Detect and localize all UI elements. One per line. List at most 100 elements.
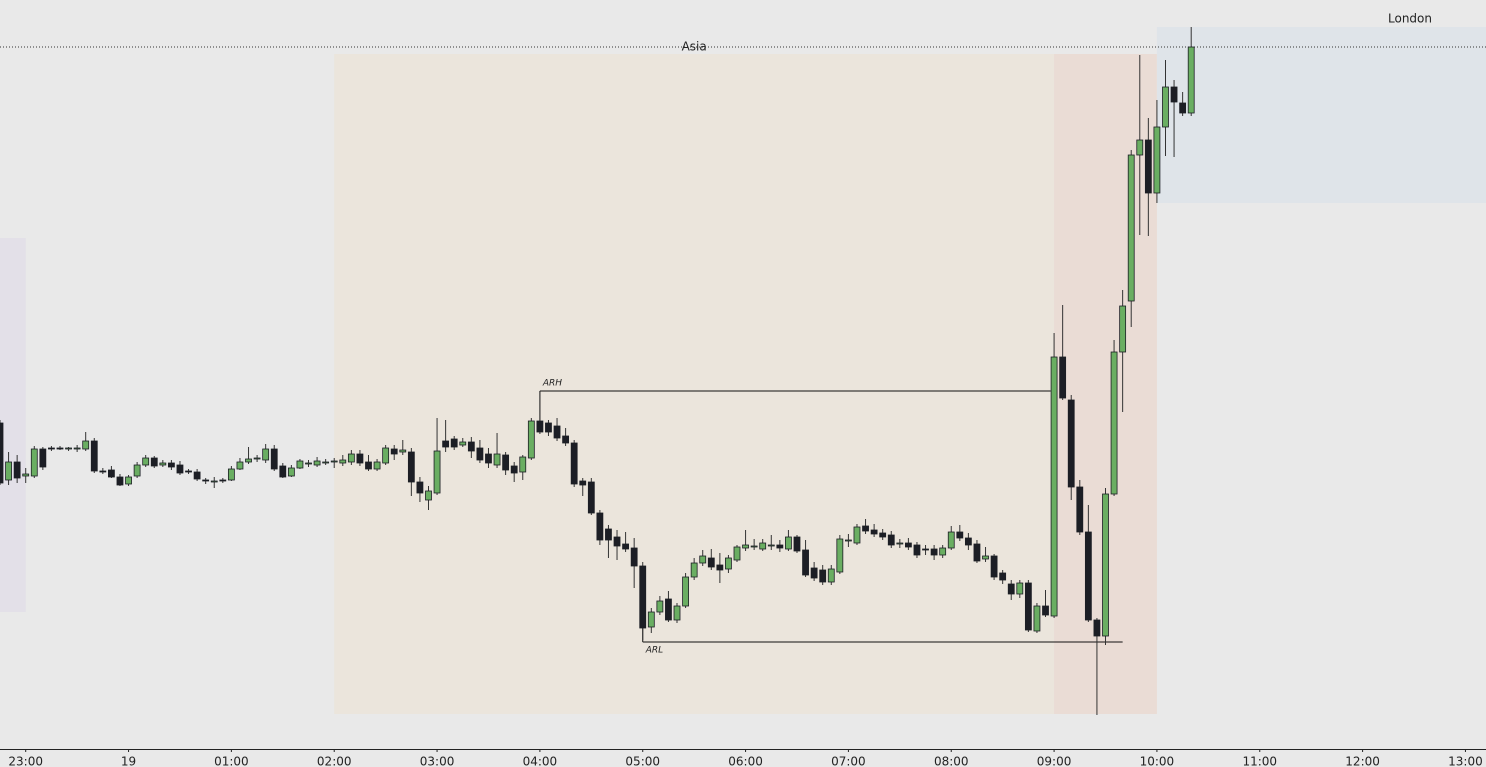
candle: [193, 469, 201, 481]
candle: [776, 540, 784, 552]
candle: [562, 428, 570, 446]
candle-body: [836, 538, 844, 573]
candle: [913, 542, 921, 558]
candle-body: [596, 512, 604, 541]
candle: [802, 540, 809, 577]
candle-body: [236, 461, 244, 470]
candle-body: [562, 435, 570, 444]
candle-body: [785, 536, 792, 550]
candle: [373, 459, 381, 471]
candle-body: [767, 544, 775, 547]
candle-body: [82, 440, 90, 450]
candle: [922, 545, 929, 555]
candle: [73, 445, 81, 452]
candle: [819, 565, 827, 585]
candle-body: [108, 469, 115, 478]
candle: [682, 573, 689, 608]
candle: [245, 447, 252, 464]
candle: [467, 437, 475, 458]
candle-body: [13, 461, 21, 479]
candle-body: [1084, 531, 1092, 621]
candle-body: [510, 465, 518, 474]
candle: [536, 392, 544, 434]
candle: [1076, 480, 1084, 535]
candle-body: [322, 461, 330, 464]
candle: [202, 478, 210, 484]
candle: [639, 562, 647, 640]
candle: [30, 446, 38, 478]
axis-bg: [0, 749, 1486, 767]
candle-body: [647, 611, 655, 628]
candle-body: [750, 545, 758, 548]
candle-body: [904, 542, 912, 548]
candle-body: [65, 447, 72, 450]
candle-body: [459, 441, 467, 446]
candle-body: [776, 544, 784, 549]
candle-body: [48, 447, 55, 450]
candle-body: [382, 447, 390, 464]
candle: [339, 455, 347, 466]
candle-body: [947, 531, 955, 549]
candle-body: [73, 447, 81, 450]
candle: [1170, 80, 1178, 157]
candle-body: [682, 576, 689, 607]
candle: [176, 461, 184, 475]
candle-body: [56, 447, 64, 450]
candle-body: [159, 462, 167, 466]
candle-body: [245, 458, 252, 463]
candle: [1024, 580, 1032, 632]
x-tick-label: 12:00: [1345, 755, 1380, 767]
candle: [579, 478, 587, 496]
candle-body: [1187, 46, 1195, 114]
candle-body: [167, 462, 175, 468]
candle: [527, 418, 535, 460]
candle-body: [1067, 399, 1075, 488]
candle-body: [1179, 102, 1187, 114]
candle-body: [1119, 305, 1127, 353]
candle: [930, 545, 938, 560]
candle-body: [613, 536, 621, 547]
candle: [425, 486, 432, 510]
candle: [1144, 118, 1152, 236]
candle-body: [116, 476, 124, 486]
candle: [150, 456, 158, 468]
candle-body: [365, 461, 372, 470]
x-tick-label: 01:00: [214, 755, 249, 767]
candle: [159, 460, 167, 467]
candle: [493, 433, 501, 468]
candle: [48, 446, 55, 451]
candle: [99, 468, 107, 474]
candle-body: [5, 461, 12, 481]
candle: [476, 440, 484, 463]
candle-body: [536, 420, 544, 433]
candle-body: [39, 448, 47, 468]
candle: [665, 591, 672, 622]
candle: [613, 530, 621, 560]
candle: [1093, 618, 1101, 715]
candle: [1162, 60, 1169, 156]
candle: [330, 458, 338, 468]
candle-body: [176, 464, 184, 474]
candle-body: [1153, 126, 1161, 194]
candle: [502, 452, 510, 475]
candle: [90, 438, 98, 473]
candle: [270, 445, 278, 471]
x-tick-label: 23:00: [8, 755, 43, 767]
x-tick-label: 10:00: [1140, 755, 1175, 767]
candle-body: [425, 490, 432, 501]
candle: [656, 596, 664, 615]
candle-body: [707, 557, 715, 568]
candle: [399, 440, 407, 455]
candle-body: [1102, 493, 1109, 637]
candle: [1119, 290, 1127, 412]
x-tick-label: 07:00: [831, 755, 866, 767]
range-label: ARL: [645, 646, 663, 656]
candle: [990, 554, 998, 580]
candle: [767, 535, 775, 550]
candle: [485, 448, 492, 468]
candle-body: [193, 471, 201, 480]
candle: [870, 524, 878, 537]
candle-body: [227, 468, 235, 481]
candle-body: [579, 480, 587, 486]
candle: [390, 445, 398, 460]
